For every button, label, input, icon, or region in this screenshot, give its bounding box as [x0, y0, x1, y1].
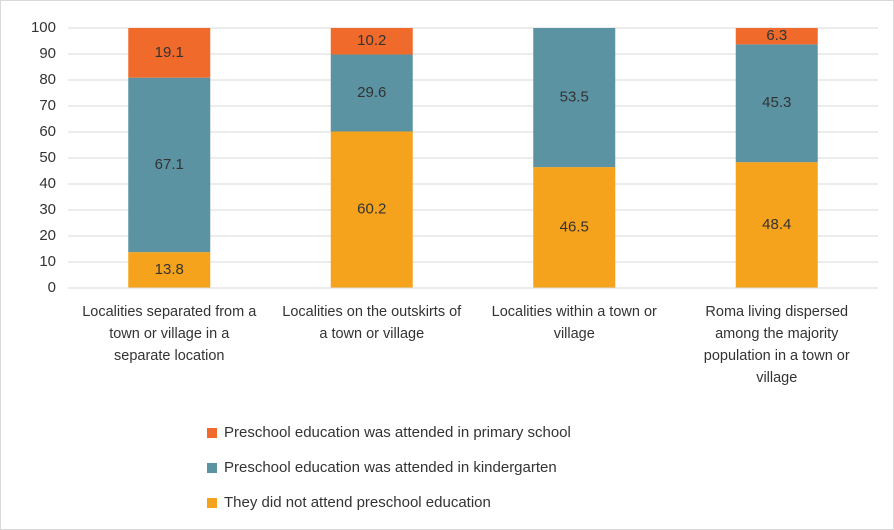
x-tick-label: Localities on the outskirts of a town or…: [282, 304, 462, 342]
bar-segment: [735, 44, 818, 163]
data-label: 60.2: [357, 201, 386, 218]
legend-label: Preschool education was attended in kind…: [224, 459, 557, 476]
y-tick-label: 40: [39, 175, 56, 192]
data-label: 6.3: [766, 27, 787, 44]
data-label: 48.4: [762, 216, 791, 233]
data-label: 13.8: [155, 261, 184, 278]
legend-label: They did not attend preschool education: [224, 494, 491, 511]
data-label: 29.6: [357, 84, 386, 101]
bar-segment: [330, 54, 413, 132]
legend-swatch: [207, 498, 217, 508]
data-label: 45.3: [762, 94, 791, 111]
bar-segment: [735, 28, 818, 45]
bar-segment: [128, 28, 211, 78]
y-tick-label: 100: [31, 19, 56, 36]
legend-swatch: [207, 428, 217, 438]
bar-segment: [330, 28, 413, 55]
y-tick-label: 70: [39, 97, 56, 114]
bar-segment: [128, 252, 211, 288]
y-tick-label: 20: [39, 227, 56, 244]
data-label: 19.1: [155, 44, 184, 61]
y-tick-label: 90: [39, 45, 56, 62]
x-tick-label: Roma living dispersed among the majority…: [703, 304, 850, 386]
bar-segment: [330, 131, 413, 288]
y-tick-label: 30: [39, 201, 56, 218]
x-tick-label: Localities within a town or village: [491, 304, 657, 342]
data-label: 10.2: [357, 32, 386, 49]
data-label: 46.5: [560, 219, 589, 236]
bar-segment: [533, 28, 616, 168]
legend-label: Preschool education was attended in prim…: [224, 424, 571, 441]
y-tick-label: 80: [39, 71, 56, 88]
data-label: 53.5: [560, 89, 589, 106]
legend-swatch: [207, 463, 217, 473]
y-tick-label: 50: [39, 149, 56, 166]
y-tick-label: 0: [48, 279, 56, 296]
y-tick-label: 60: [39, 123, 56, 140]
y-tick-label: 10: [39, 253, 56, 270]
bar-segment: [128, 77, 211, 253]
bar-segment: [735, 162, 818, 288]
data-label: 67.1: [155, 156, 184, 173]
bar-segment: [533, 167, 616, 288]
x-tick-label: Localities separated from a town or vill…: [82, 304, 257, 364]
